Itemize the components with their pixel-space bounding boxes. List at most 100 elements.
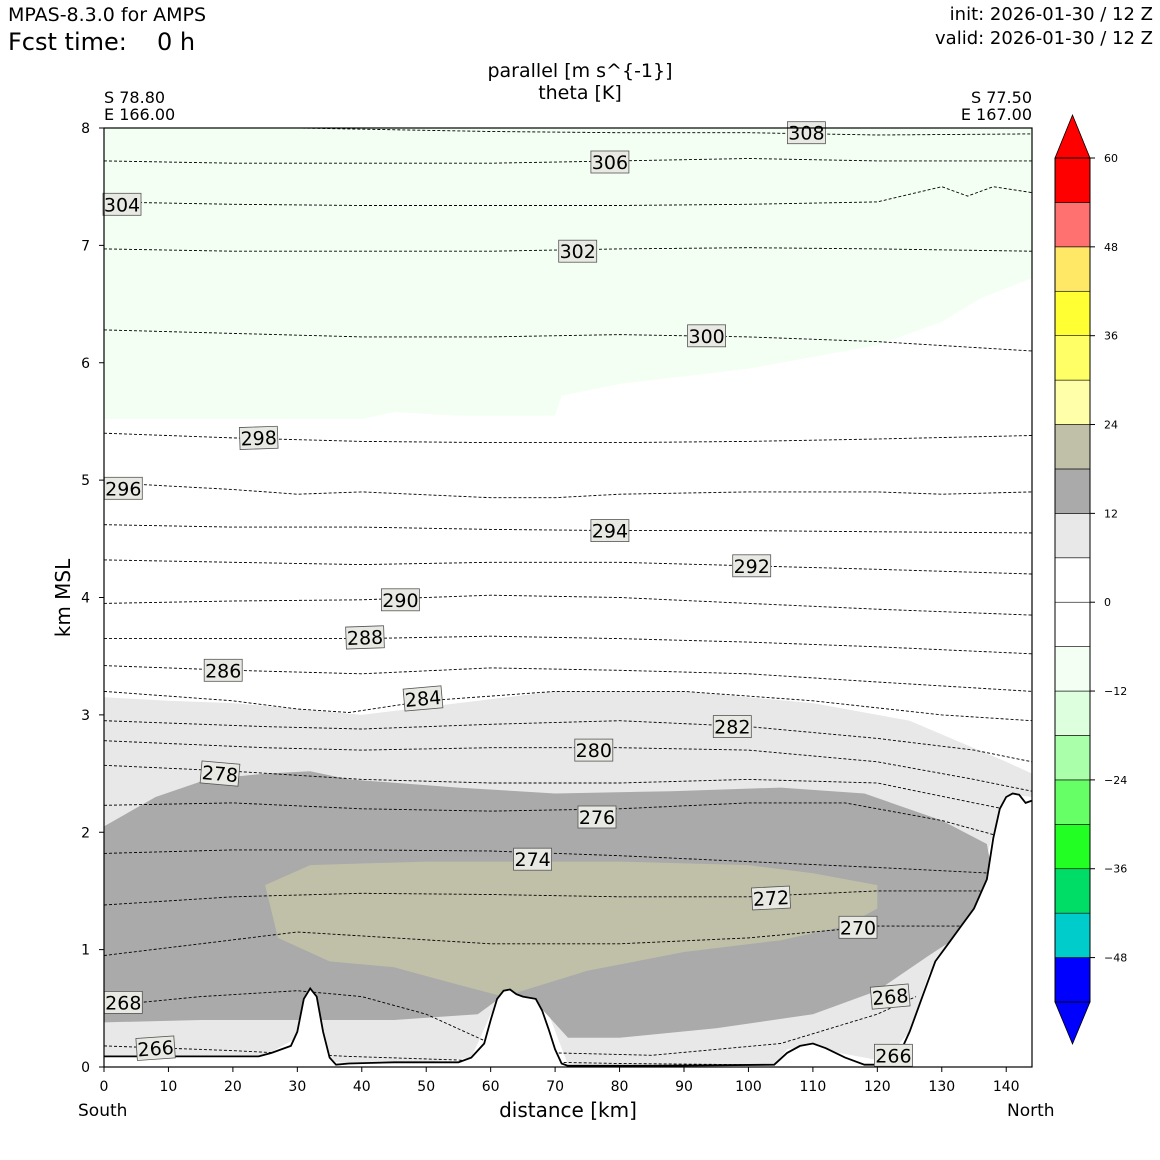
contour-label-296: 296: [103, 476, 143, 500]
contour-label-270: 270: [838, 915, 878, 939]
contour-label-306: 306: [590, 150, 630, 174]
contour-label-294: 294: [590, 519, 630, 543]
colorbar-tick-label: 24: [1104, 419, 1118, 432]
y-tick-label: 8: [81, 121, 90, 137]
terrain-line: [104, 792, 1033, 1067]
x-tick-label: 80: [611, 1079, 629, 1095]
x-tick-label: 100: [735, 1079, 762, 1095]
contour-label-box: [380, 588, 420, 612]
fill-region-tan: [265, 861, 878, 997]
x-tick-label: 140: [993, 1079, 1020, 1095]
colorbar-bin: [1054, 379, 1091, 425]
contour-label-286: 286: [203, 658, 243, 682]
contour-label-text: 304: [104, 194, 140, 216]
colorbar-tick-label: −12: [1104, 685, 1127, 698]
colorbar-tick-label: 48: [1104, 241, 1118, 254]
contour-label-278: 278: [199, 760, 241, 787]
theta-contour-272: [104, 890, 981, 906]
contour-label-layer: 266 266 268 268 270 272 274 276 278 280 282 284 286 2…: [102, 121, 913, 1067]
contour-label-text: 268: [871, 985, 909, 1010]
terrain-fill: [104, 793, 1032, 1067]
colorbar-bin: [1054, 557, 1091, 603]
start-latitude: S 78.80: [104, 88, 166, 107]
contour-label-274: 274: [513, 847, 552, 871]
colorbar-bin: [1054, 690, 1091, 736]
x-tick-label: 70: [546, 1079, 564, 1095]
contour-label-box: [345, 625, 385, 650]
theta-contour-280: [104, 740, 1032, 792]
colorbar-tick-label: 36: [1104, 330, 1118, 343]
contour-label-text: 276: [579, 807, 615, 829]
init-time: init: 2026-01-30 / 12 Z: [949, 4, 1153, 25]
theta-contour-288: [104, 635, 1032, 655]
x-tick-label: 130: [928, 1079, 955, 1095]
terrain-layer: [104, 792, 1033, 1067]
wind-fill-layer: [104, 128, 1032, 1066]
y-tick-label: 7: [81, 238, 90, 254]
colorbar-extend-max: [1054, 113, 1091, 159]
contour-label-box: [199, 760, 241, 787]
contour-label-text: 292: [734, 556, 770, 578]
contour-label-box: [874, 1043, 913, 1067]
contour-label-302: 302: [558, 239, 598, 263]
x-tick-label: 0: [100, 1079, 109, 1095]
contour-label-280: 280: [574, 738, 614, 762]
x-tick-label: 50: [417, 1079, 435, 1095]
contour-label-box: [712, 715, 752, 738]
contour-label-268: 268: [869, 983, 911, 1010]
contour-label-box: [203, 658, 243, 682]
contour-label-text: 288: [347, 627, 384, 650]
contour-label-box: [590, 150, 630, 174]
contour-label-266: 266: [135, 1035, 176, 1061]
theta-contour-300: [104, 329, 1032, 352]
theta-contour-270: [104, 925, 968, 956]
colorbar-tick-label: −24: [1104, 774, 1127, 787]
y-tick-label: 0: [81, 1060, 90, 1076]
chart-title: parallel [m s^{-1}]: [487, 60, 673, 82]
contour-label-308: 308: [787, 121, 826, 145]
colorbar-bin: [1054, 779, 1091, 825]
contour-label-284: 284: [402, 685, 444, 712]
colorbar-tick-label: −48: [1104, 952, 1127, 965]
colorbar-extend-min: [1054, 1001, 1091, 1046]
theta-contour-296: [104, 482, 1032, 499]
contour-label-268: 268: [103, 991, 143, 1014]
colorbar: 60 48 36 24 12 0 −12 −24 −36 −48: [1054, 113, 1127, 1046]
x-tick-label: 110: [800, 1079, 827, 1095]
contour-label-272: 272: [751, 885, 791, 911]
start-longitude: E 166.00: [104, 105, 176, 124]
contour-label-282: 282: [712, 715, 752, 739]
theta-contour-304: [104, 186, 1032, 206]
colorbar-tick-label: 0: [1104, 596, 1111, 609]
theta-contour-276: [104, 802, 1007, 839]
theta-contour-306: [104, 158, 1032, 164]
contour-label-box: [574, 738, 614, 762]
contour-label-box: [577, 805, 617, 829]
colorbar-bin: [1054, 202, 1091, 248]
contour-label-text: 280: [576, 740, 612, 762]
x-axis-label: distance [km]: [499, 1098, 637, 1122]
x-tick-label: 60: [482, 1079, 500, 1095]
contour-label-box: [238, 425, 279, 450]
theta-contour-274: [104, 849, 994, 874]
colorbar-bin: [1054, 646, 1091, 692]
colorbar-bin: [1054, 601, 1091, 647]
colorbar-bin: [1054, 157, 1091, 203]
contour-label-300: 300: [687, 324, 726, 348]
x-tick-label: 20: [224, 1079, 242, 1095]
theta-contour-290: [104, 594, 1032, 616]
colorbar-bin: [1054, 513, 1091, 559]
contour-label-text: 266: [875, 1045, 911, 1067]
end-latitude: S 77.50: [970, 88, 1032, 107]
contour-label-text: 274: [514, 849, 550, 871]
y-tick-label: 1: [81, 943, 90, 959]
contour-label-box: [102, 192, 142, 216]
theta-contour-284: [104, 690, 1032, 722]
contour-label-text: 296: [105, 478, 141, 500]
contour-label-box: [751, 885, 791, 911]
contour-label-text: 270: [840, 917, 876, 939]
contour-label-304: 304: [102, 192, 142, 216]
colorbar-bin: [1054, 335, 1091, 381]
x-tick-label: 90: [675, 1079, 693, 1095]
